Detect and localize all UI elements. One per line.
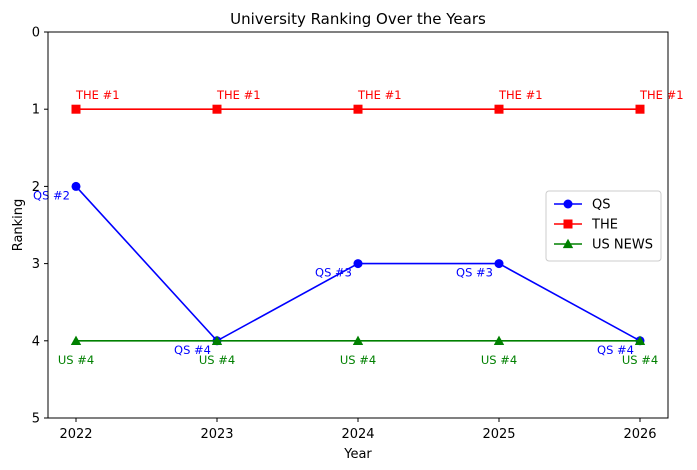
y-tick-label: 2 <box>32 180 40 195</box>
data-label: US #4 <box>199 353 235 367</box>
legend-marker <box>563 199 573 209</box>
x-axis-label: Year <box>343 447 372 462</box>
data-label: US #4 <box>622 353 658 367</box>
data-point <box>635 104 645 114</box>
y-axis-label: Ranking <box>11 199 26 252</box>
data-label: QS #2 <box>33 188 70 202</box>
x-tick-label: 2026 <box>623 427 656 442</box>
legend-item: QS <box>554 198 610 213</box>
data-point <box>493 335 505 345</box>
y-tick-label: 5 <box>32 412 40 427</box>
data-point <box>494 104 504 114</box>
plot-frame <box>47 31 669 419</box>
series-us-news: US #4 US #4 US #4 US #4 US #4 <box>58 335 658 367</box>
data-point <box>71 181 81 191</box>
data-label: QS #4 <box>174 343 211 357</box>
legend-label: QS <box>592 198 610 213</box>
x-tick-label: 2023 <box>200 427 233 442</box>
x-tick-label: 2022 <box>59 427 92 442</box>
y-tick-label: 0 <box>32 26 40 41</box>
legend-marker <box>563 219 573 229</box>
data-point <box>70 335 82 345</box>
y-tick-label: 1 <box>32 103 40 118</box>
data-point <box>212 104 222 114</box>
legend-marker <box>562 238 574 249</box>
data-label: US #4 <box>58 353 94 367</box>
data-point <box>353 104 363 114</box>
data-label: THE #1 <box>639 88 684 102</box>
data-point <box>352 335 364 345</box>
data-label: THE #1 <box>498 88 543 102</box>
data-point <box>71 104 81 114</box>
data-label: QS #3 <box>315 266 352 280</box>
data-label: THE #1 <box>357 88 402 102</box>
data-label: THE #1 <box>75 88 120 102</box>
series-the: THE #1 THE #1 THE #1 THE #1 THE #1 <box>71 88 684 114</box>
data-point <box>211 335 223 345</box>
data-point <box>353 259 363 269</box>
series-qs: QS #2 QS #4 QS #3 QS #3 QS #4 <box>33 181 645 357</box>
chart-title: University Ranking Over the Years <box>230 10 486 28</box>
legend-item: THE <box>554 218 618 233</box>
x-tick-label: 2025 <box>482 427 515 442</box>
data-label: QS #3 <box>456 266 493 280</box>
y-tick-label: 4 <box>32 334 40 349</box>
legend-item: US NEWS <box>554 238 653 253</box>
legend-label: US NEWS <box>592 238 653 253</box>
data-label: QS #4 <box>597 343 634 357</box>
y-tick-label: 3 <box>32 257 40 272</box>
data-label: US #4 <box>340 353 376 367</box>
data-point <box>634 335 646 345</box>
data-label: THE #1 <box>216 88 261 102</box>
legend: QS THE US NEWS <box>545 190 662 262</box>
data-label: US #4 <box>481 353 517 367</box>
x-tick-label: 2024 <box>341 427 374 442</box>
data-point <box>494 259 504 269</box>
legend-label: THE <box>591 218 618 233</box>
